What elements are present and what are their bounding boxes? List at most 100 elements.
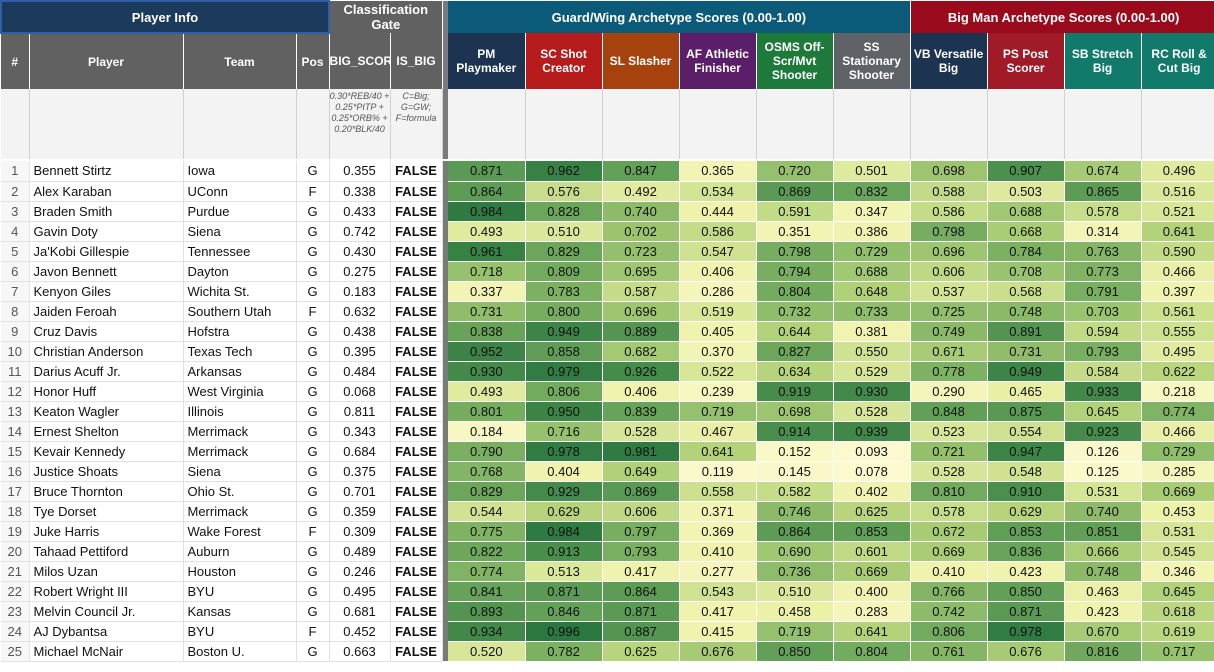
big-score-cell[interactable]: 0.359 <box>329 501 391 522</box>
archetype-score-cell[interactable]: 0.544 <box>448 501 526 522</box>
row-number-cell[interactable]: 6 <box>1 261 30 282</box>
big-score-cell[interactable]: 0.484 <box>329 361 391 382</box>
archetype-score-cell[interactable]: 0.749 <box>910 321 988 342</box>
archetype-score-cell[interactable]: 0.981 <box>602 441 680 462</box>
archetype-score-cell[interactable]: 0.586 <box>910 201 988 222</box>
row-number-cell[interactable]: 10 <box>1 341 30 362</box>
archetype-score-cell[interactable]: 0.619 <box>1141 621 1214 642</box>
is-big-cell[interactable]: FALSE <box>390 361 443 382</box>
archetype-score-cell[interactable]: 0.853 <box>987 521 1065 542</box>
archetype-score-cell[interactable]: 0.586 <box>679 221 757 242</box>
table-row[interactable]: 10 Christian Anderson Texas Tech G 0.395 FALS… <box>1 341 1214 362</box>
archetype-score-cell[interactable]: 0.978 <box>525 441 603 462</box>
archetype-score-cell[interactable]: 0.529 <box>833 361 911 382</box>
team-cell[interactable]: Purdue <box>183 201 297 222</box>
archetype-score-cell[interactable]: 0.929 <box>525 481 603 502</box>
archetype-score-cell[interactable]: 0.996 <box>525 621 603 642</box>
archetype-score-cell[interactable]: 0.510 <box>756 581 834 602</box>
archetype-score-cell[interactable]: 0.718 <box>448 261 526 282</box>
archetype-score-cell[interactable]: 0.381 <box>833 321 911 342</box>
header-ps[interactable]: PS Post Scorer <box>987 33 1065 89</box>
player-name-cell[interactable]: Braden Smith <box>29 201 184 222</box>
archetype-score-cell[interactable]: 0.285 <box>1141 461 1214 482</box>
player-name-cell[interactable]: Gavin Doty <box>29 221 184 242</box>
row-number-cell[interactable]: 15 <box>1 441 30 462</box>
archetype-score-cell[interactable]: 0.618 <box>1141 601 1214 622</box>
note-empty[interactable] <box>525 89 603 159</box>
position-cell[interactable]: G <box>296 261 330 282</box>
big-score-cell[interactable]: 0.433 <box>329 201 391 222</box>
note-empty[interactable] <box>1 89 30 159</box>
row-number-cell[interactable]: 11 <box>1 361 30 382</box>
archetype-score-cell[interactable]: 0.690 <box>756 541 834 562</box>
archetype-score-cell[interactable]: 0.688 <box>987 201 1065 222</box>
archetype-score-cell[interactable]: 0.696 <box>602 301 680 322</box>
is-big-cell[interactable]: FALSE <box>390 241 443 262</box>
archetype-score-cell[interactable]: 0.695 <box>602 261 680 282</box>
position-cell[interactable]: F <box>296 301 330 322</box>
archetype-score-cell[interactable]: 0.930 <box>833 381 911 402</box>
archetype-score-cell[interactable]: 0.543 <box>679 581 757 602</box>
archetype-score-cell[interactable]: 0.644 <box>756 321 834 342</box>
is-big-cell[interactable]: FALSE <box>390 541 443 562</box>
archetype-score-cell[interactable]: 0.926 <box>602 361 680 382</box>
position-cell[interactable]: F <box>296 181 330 202</box>
is-big-cell[interactable]: FALSE <box>390 441 443 462</box>
big-score-cell[interactable]: 0.742 <box>329 221 391 242</box>
archetype-score-cell[interactable]: 0.184 <box>448 421 526 442</box>
note-empty[interactable] <box>910 89 988 159</box>
archetype-score-cell[interactable]: 0.458 <box>756 601 834 622</box>
archetype-score-cell[interactable]: 0.864 <box>448 181 526 202</box>
position-cell[interactable]: G <box>296 421 330 442</box>
position-cell[interactable]: G <box>296 541 330 562</box>
archetype-score-cell[interactable]: 0.740 <box>602 201 680 222</box>
header-sc[interactable]: SC Shot Creator <box>525 33 603 89</box>
team-cell[interactable]: BYU <box>183 581 297 602</box>
archetype-score-cell[interactable]: 0.668 <box>987 221 1065 242</box>
archetype-score-cell[interactable]: 0.314 <box>1064 221 1142 242</box>
archetype-score-cell[interactable]: 0.528 <box>833 401 911 422</box>
note-empty[interactable] <box>448 89 526 159</box>
row-number-cell[interactable]: 7 <box>1 281 30 302</box>
is-big-cell[interactable]: FALSE <box>390 321 443 342</box>
player-name-cell[interactable]: Keaton Wagler <box>29 401 184 422</box>
player-name-cell[interactable]: Tahaad Pettiford <box>29 541 184 562</box>
archetype-score-cell[interactable]: 0.702 <box>602 221 680 242</box>
archetype-score-cell[interactable]: 0.520 <box>448 641 526 662</box>
team-cell[interactable]: Texas Tech <box>183 341 297 362</box>
archetype-score-cell[interactable]: 0.791 <box>1064 281 1142 302</box>
big-score-cell[interactable]: 0.632 <box>329 301 391 322</box>
archetype-score-cell[interactable]: 0.836 <box>987 541 1065 562</box>
archetype-score-cell[interactable]: 0.740 <box>1064 501 1142 522</box>
is-big-cell[interactable]: FALSE <box>390 401 443 422</box>
archetype-score-cell[interactable]: 0.889 <box>602 321 680 342</box>
archetype-score-cell[interactable]: 0.417 <box>679 601 757 622</box>
archetype-score-cell[interactable]: 0.622 <box>1141 361 1214 382</box>
is-big-cell[interactable]: FALSE <box>390 561 443 582</box>
archetype-score-cell[interactable]: 0.519 <box>679 301 757 322</box>
row-number-cell[interactable]: 21 <box>1 561 30 582</box>
archetype-score-cell[interactable]: 0.864 <box>602 581 680 602</box>
header-osms[interactable]: OSMS Off-Scr/Mvt Shooter <box>756 33 834 89</box>
table-row[interactable]: 13 Keaton Wagler Illinois G 0.811 FALSE 0.801 0… <box>1 401 1214 422</box>
archetype-score-cell[interactable]: 0.949 <box>525 321 603 342</box>
archetype-score-cell[interactable]: 0.939 <box>833 421 911 442</box>
archetype-score-cell[interactable]: 0.641 <box>833 621 911 642</box>
archetype-score-cell[interactable]: 0.804 <box>833 641 911 662</box>
row-number-cell[interactable]: 5 <box>1 241 30 262</box>
archetype-score-cell[interactable]: 0.496 <box>1141 161 1214 182</box>
archetype-score-cell[interactable]: 0.698 <box>756 401 834 422</box>
archetype-score-cell[interactable]: 0.239 <box>679 381 757 402</box>
is-big-cell[interactable]: FALSE <box>390 261 443 282</box>
table-row[interactable]: 9 Cruz Davis Hofstra G 0.438 FALSE 0.838 0.949 0… <box>1 321 1214 342</box>
team-cell[interactable]: West Virginia <box>183 381 297 402</box>
table-row[interactable]: 22 Robert Wright III BYU G 0.495 FALSE 0.841 0.… <box>1 581 1214 602</box>
archetype-score-cell[interactable]: 0.763 <box>1064 241 1142 262</box>
archetype-score-cell[interactable]: 0.590 <box>1141 241 1214 262</box>
archetype-score-cell[interactable]: 0.463 <box>1064 581 1142 602</box>
archetype-score-cell[interactable]: 0.126 <box>1064 441 1142 462</box>
archetype-score-cell[interactable]: 0.346 <box>1141 561 1214 582</box>
archetype-score-cell[interactable]: 0.402 <box>833 481 911 502</box>
archetype-score-cell[interactable]: 0.516 <box>1141 181 1214 202</box>
note-empty[interactable] <box>679 89 757 159</box>
